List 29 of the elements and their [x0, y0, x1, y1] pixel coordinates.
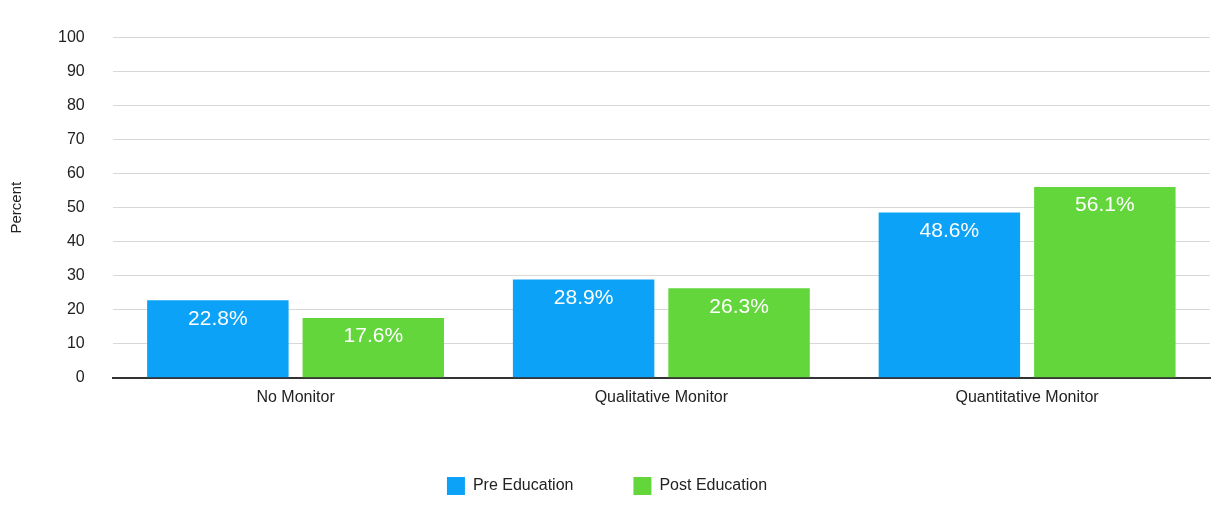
- data-label: 48.6%: [919, 217, 980, 241]
- y-tick-label: 90: [66, 62, 85, 80]
- y-tick-label: 40: [66, 232, 85, 250]
- bar: [512, 279, 655, 378]
- y-tick-label: 20: [66, 300, 85, 318]
- legend-label: Pre Education: [472, 476, 574, 494]
- x-tick-label: Quantitative Monitor: [955, 387, 1100, 405]
- y-axis-title: Percent: [7, 181, 25, 234]
- data-label: 56.1%: [1075, 192, 1135, 216]
- bar: [668, 288, 810, 378]
- y-tick-label: 70: [66, 130, 85, 148]
- x-tick-label: Qualitative Monitor: [594, 387, 729, 405]
- y-tick-label: 30: [66, 266, 85, 284]
- y-tick-label: 100: [57, 28, 85, 46]
- legend-label: Post Education: [659, 476, 768, 494]
- bar: [878, 212, 1021, 378]
- data-label: 26.3%: [709, 293, 769, 317]
- bar: [1034, 186, 1176, 378]
- data-label: 28.9%: [553, 284, 614, 308]
- y-tick-label: 50: [66, 198, 85, 216]
- bar: [147, 300, 289, 378]
- y-tick-label: 80: [66, 96, 85, 114]
- data-label: 17.6%: [343, 323, 404, 347]
- data-label: 22.8%: [188, 305, 248, 329]
- bar: [302, 317, 445, 378]
- y-tick-label: 0: [75, 368, 85, 386]
- y-tick-label: 60: [66, 164, 85, 182]
- x-tick-label: No Monitor: [256, 387, 336, 405]
- y-tick-label: 10: [66, 334, 85, 352]
